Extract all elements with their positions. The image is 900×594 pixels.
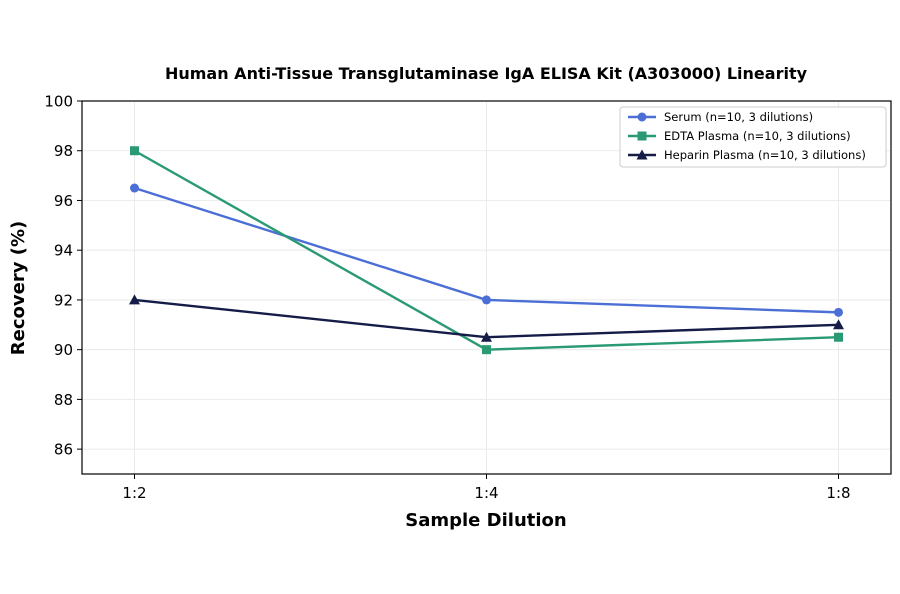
legend-item: Heparin Plasma (n=10, 3 dilutions) (628, 148, 866, 162)
data-point (834, 307, 843, 317)
x-tick-label: 1:8 (826, 484, 850, 502)
x-tick-label: 1:4 (474, 484, 498, 502)
data-point (129, 294, 140, 305)
y-tick-label: 98 (54, 142, 73, 160)
legend-swatch-marker (637, 112, 647, 122)
y-tick-label: 100 (44, 93, 73, 111)
legend-label: Serum (n=10, 3 dilutions) (664, 110, 813, 124)
legend-label: EDTA Plasma (n=10, 3 dilutions) (664, 129, 851, 143)
series-1 (130, 146, 843, 355)
data-point (482, 295, 491, 305)
legend-item: Serum (n=10, 3 dilutions) (628, 110, 813, 124)
chart-title: Human Anti-Tissue Transglutaminase IgA E… (165, 64, 808, 83)
legend-swatch-marker (637, 131, 647, 141)
data-point (130, 146, 139, 156)
y-axis-label: Recovery (%) (8, 221, 29, 355)
axis-ticks: 86 88 90 92 94 96 98 100 1:2 1:4 1:8 (44, 93, 850, 503)
legend-item: EDTA Plasma (n=10, 3 dilutions) (628, 129, 851, 143)
data-point (130, 183, 139, 193)
y-tick-label: 94 (54, 242, 73, 260)
y-tick-label: 88 (54, 391, 73, 409)
x-axis-label: Sample Dilution (405, 510, 566, 531)
data-point (482, 345, 491, 355)
y-tick-label: 96 (54, 192, 73, 210)
data-point (833, 319, 844, 330)
series-0 (130, 183, 843, 317)
data-point (481, 331, 492, 342)
legend-label: Heparin Plasma (n=10, 3 dilutions) (664, 148, 866, 162)
x-tick-label: 1:2 (122, 484, 146, 502)
data-point (834, 332, 843, 342)
series-lines (129, 146, 844, 355)
y-tick-label: 90 (54, 341, 73, 359)
y-tick-label: 86 (54, 441, 73, 459)
legend-swatch-marker (636, 149, 648, 160)
legend-box (619, 106, 887, 168)
series-2 (129, 294, 844, 342)
legend: Serum (n=10, 3 dilutions) EDTA Plasma (n=… (619, 106, 887, 168)
y-tick-label: 92 (54, 291, 73, 309)
